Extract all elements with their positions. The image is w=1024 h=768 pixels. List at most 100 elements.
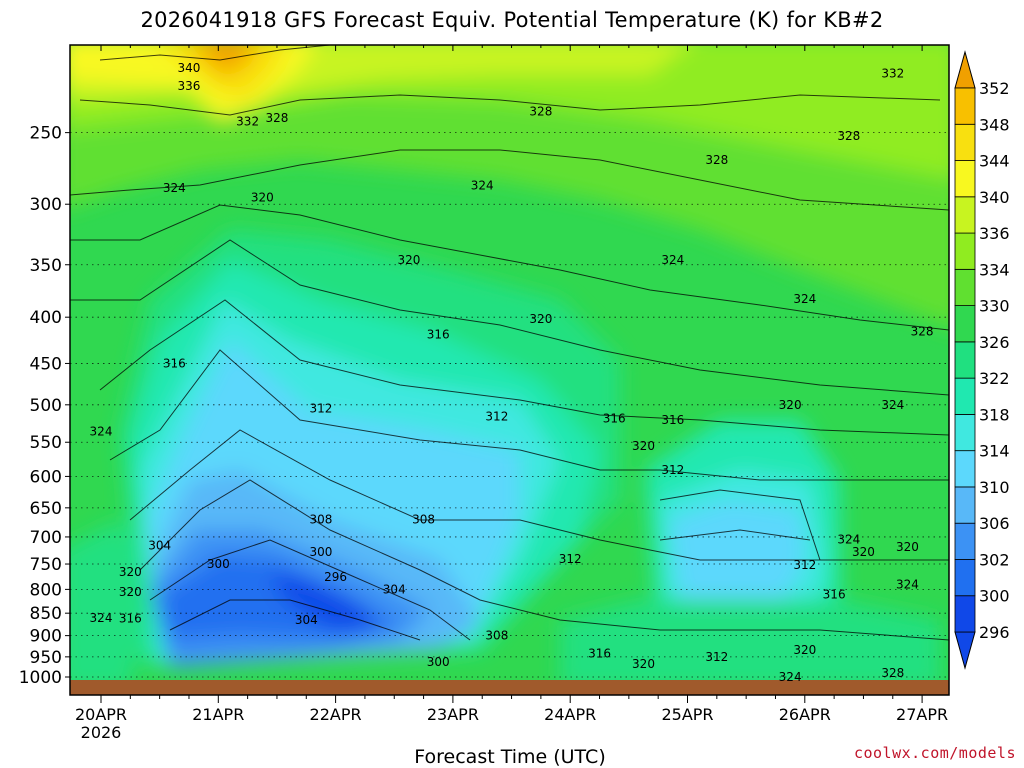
y-tick-label: 600 (30, 467, 62, 487)
contour-label: 312 (485, 409, 508, 423)
contour-label: 312 (559, 552, 582, 566)
contour-label: 316 (823, 587, 846, 601)
contour-label: 300 (427, 655, 450, 669)
y-tick-label: 750 (30, 555, 62, 575)
contour-label: 296 (324, 570, 347, 584)
contour-label: 324 (779, 670, 802, 684)
contour-label: 340 (178, 61, 201, 75)
colorbar-swatch (954, 413, 976, 452)
y-tick-label: 850 (30, 604, 62, 624)
x-tick-label: 26APR (779, 705, 831, 724)
contour-label: 312 (309, 402, 332, 416)
colorbar-swatch (954, 522, 976, 560)
contour-label: 316 (588, 647, 611, 661)
contour-label: 300 (207, 557, 230, 571)
credit-link[interactable]: coolwx.com/models (853, 744, 1016, 762)
contour-label: 320 (793, 643, 816, 657)
colorbar-swatch (954, 486, 976, 524)
x-tick-label: 24APR (544, 705, 596, 724)
chart-title: 2026041918 GFS Forecast Equiv. Potential… (140, 8, 884, 32)
x-tick-label: 20APR (75, 705, 127, 724)
colorbar-label: 310 (979, 478, 1010, 497)
plot-frame (69, 44, 950, 696)
contour-label: 308 (309, 513, 332, 527)
contour-label: 324 (881, 398, 904, 412)
contour-label: 320 (852, 545, 875, 559)
contour-label: 332 (236, 114, 259, 128)
colorbar-swatch (954, 341, 976, 379)
contour-label: 332 (881, 66, 904, 80)
contour-label: 320 (251, 191, 274, 205)
colorbar-swatch (954, 232, 976, 270)
contour-label: 328 (705, 153, 728, 167)
contour-label: 324 (163, 181, 186, 195)
contour-label: 320 (632, 657, 655, 671)
contour-label: 304 (148, 538, 171, 552)
contour-label: 328 (911, 325, 934, 339)
contour-label: 324 (90, 424, 113, 438)
contour-label: 320 (529, 312, 552, 326)
y-tick-label: 700 (30, 528, 62, 548)
colorbar-label: 348 (979, 115, 1010, 134)
contour-label: 320 (119, 585, 142, 599)
colorbar-swatch (954, 559, 976, 597)
colorbar-swatch (954, 160, 976, 198)
x-tick-label: 23APR (427, 705, 479, 724)
y-tick-label: 950 (30, 648, 62, 668)
colorbar-label: 330 (979, 297, 1010, 316)
colorbar-swatch (954, 377, 976, 415)
colorbar-label: 344 (979, 152, 1010, 171)
colorbar-label: 300 (979, 587, 1010, 606)
colorbar-max-arrow (954, 50, 976, 89)
colorbar-swatch (954, 87, 976, 125)
colorbar-swatch (954, 450, 976, 488)
contour-label: 320 (896, 540, 919, 554)
y-tick-label: 800 (30, 580, 62, 600)
contour-label: 304 (383, 582, 406, 596)
colorbar-label: 340 (979, 188, 1010, 207)
contour-label: 316 (603, 412, 626, 426)
contour-label: 324 (837, 533, 860, 547)
y-tick-label: 450 (30, 354, 62, 374)
colorbar-label: 306 (979, 514, 1010, 533)
y-tick-label: 400 (30, 308, 62, 328)
contour-label: 316 (661, 413, 684, 427)
y-tick-label: 1000 (19, 668, 62, 688)
contour-label: 336 (178, 79, 201, 93)
contour-label: 328 (881, 666, 904, 680)
x-tick-label: 21APR (192, 705, 244, 724)
colorbar-min-arrow (954, 631, 976, 670)
contour-label: 316 (163, 356, 186, 370)
y-tick-label: 250 (30, 124, 62, 144)
contour-label: 320 (397, 253, 420, 267)
contour-label: 320 (632, 439, 655, 453)
colorbar-label: 336 (979, 224, 1010, 243)
y-tick-label: 550 (30, 433, 62, 453)
colorbar-swatch (954, 595, 976, 633)
contour-label: 312 (705, 650, 728, 664)
colorbar-label: 318 (979, 405, 1010, 424)
contour-label: 324 (793, 292, 816, 306)
x-tick-label: 22APR (310, 705, 362, 724)
contour-label: 304 (295, 613, 318, 627)
x-tick-label: 27APR (896, 705, 948, 724)
contour-label: 312 (793, 558, 816, 572)
contour-label: 320 (779, 398, 802, 412)
contour-label: 324 (471, 178, 494, 192)
contour-label: 308 (485, 629, 508, 643)
colorbar-swatch (954, 123, 976, 161)
colorbar-swatch (954, 196, 976, 234)
contour-label: 316 (427, 327, 450, 341)
contour-label: 328 (837, 129, 860, 143)
contour-label: 320 (119, 565, 142, 579)
x-axis-label: Forecast Time (UTC) (414, 746, 606, 768)
colorbar-swatch (954, 305, 976, 343)
colorbar-label: 302 (979, 550, 1010, 569)
colorbar-label: 314 (979, 442, 1010, 461)
colorbar-swatch (954, 268, 976, 307)
y-tick-label: 500 (30, 396, 62, 416)
colorbar-label: 334 (979, 260, 1010, 279)
contour-label: 308 (412, 513, 435, 527)
contour-label: 324 (661, 253, 684, 267)
